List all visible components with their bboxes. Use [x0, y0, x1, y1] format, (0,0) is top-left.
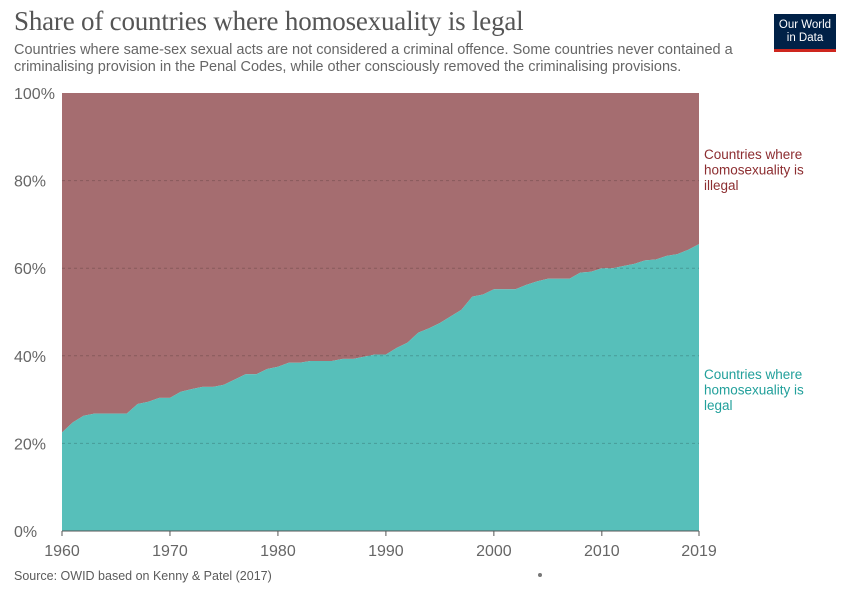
owid-logo[interactable]: Our World in Data: [774, 14, 836, 52]
chart-title: Share of countries where homosexuality i…: [14, 6, 524, 36]
series-label-illegal: homosexuality is: [704, 163, 804, 178]
y-tick-label: 80%: [14, 174, 46, 191]
y-tick-label: 20%: [14, 436, 46, 453]
y-tick-label: 40%: [14, 349, 46, 366]
series-label-illegal: illegal: [704, 178, 739, 193]
series-label-legal: homosexuality is: [704, 383, 804, 398]
x-tick-label: 1980: [260, 543, 296, 560]
x-tick-label: 1960: [44, 543, 80, 560]
source-note[interactable]: Source: OWID based on Kenny & Patel (201…: [14, 569, 272, 583]
x-tick-label: 1990: [368, 543, 404, 560]
chart-area: 0% 20% 40% 60% 80% 100% 1960 1970 1980 1990 2000 20…: [14, 86, 804, 560]
logo-line-1: Our World: [778, 19, 832, 31]
x-tick-label: 2019: [681, 543, 717, 560]
series-label-legal: legal: [704, 398, 733, 413]
y-tick-label: 100%: [14, 86, 55, 103]
y-tick-label: 0%: [14, 524, 37, 541]
area-legal: [62, 244, 699, 532]
area-illegal: [62, 93, 699, 433]
x-tick-label: 1970: [152, 543, 188, 560]
series-label-illegal: Countries where: [704, 147, 802, 162]
pagination-dot: [538, 573, 542, 577]
logo-line-2: in Data: [786, 32, 824, 44]
chart-subtitle: Countries where same-sex sexual acts are…: [14, 42, 733, 75]
logo-accent-bar: [774, 49, 836, 52]
x-tick-label: 2010: [584, 543, 620, 560]
y-tick-label: 60%: [14, 261, 46, 278]
series-label-legal: Countries where: [704, 367, 802, 382]
x-tick-label: 2000: [476, 543, 512, 560]
